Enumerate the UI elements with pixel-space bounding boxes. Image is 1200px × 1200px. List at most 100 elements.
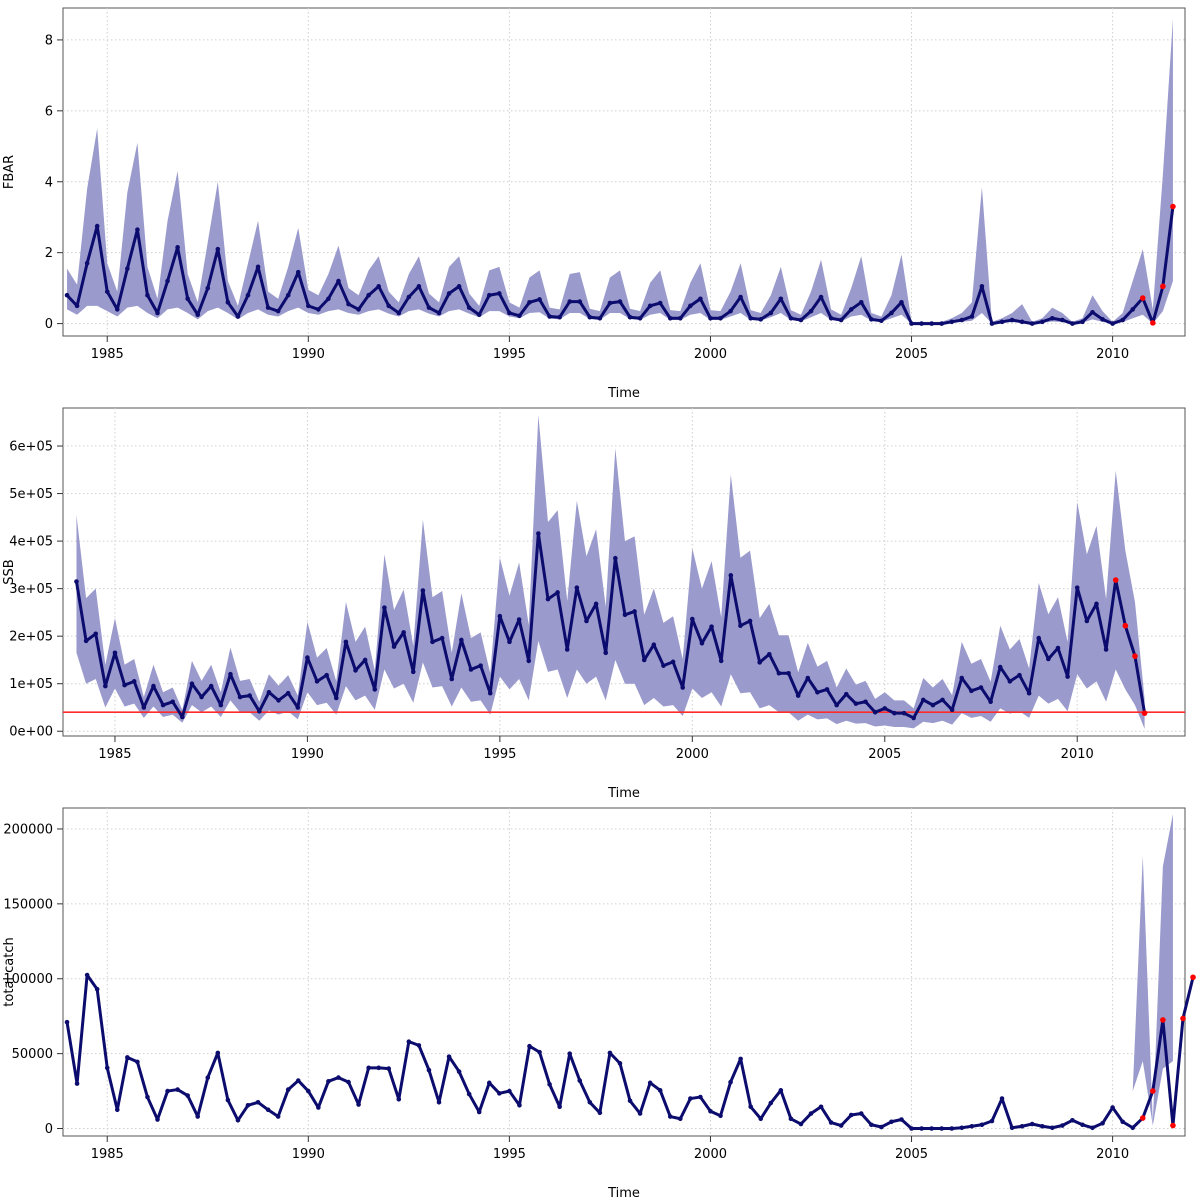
data-point-total-catch-35 xyxy=(416,1043,422,1048)
data-point-fbar-41 xyxy=(476,312,482,318)
data-point-ssb-75 xyxy=(795,693,801,698)
y-axis-label-total-catch: total catch xyxy=(2,937,17,1006)
data-point-total-catch-33 xyxy=(396,1097,402,1102)
data-point-total-catch-87 xyxy=(939,1126,944,1131)
projection-point-total-catch-111 xyxy=(1180,1015,1186,1022)
data-point-ssb-10 xyxy=(170,699,175,705)
data-point-total-catch-101 xyxy=(1080,1122,1085,1128)
data-point-ssb-40 xyxy=(459,637,464,643)
data-point-total-catch-14 xyxy=(205,1075,211,1080)
data-point-ssb-67 xyxy=(718,658,724,664)
y-axis-label-fbar: FBAR xyxy=(2,155,17,189)
data-point-total-catch-54 xyxy=(607,1050,613,1056)
points-total-catch xyxy=(64,972,1196,1131)
data-point-fbar-61 xyxy=(678,315,683,321)
data-point-ssb-55 xyxy=(603,650,609,656)
data-point-total-catch-58 xyxy=(647,1080,653,1086)
data-point-fbar-82 xyxy=(889,310,894,316)
y-tick-label-ssb-0: 0e+00 xyxy=(9,725,53,740)
data-point-total-catch-15 xyxy=(215,1050,221,1056)
data-point-total-catch-95 xyxy=(1019,1123,1025,1129)
data-point-total-catch-97 xyxy=(1039,1123,1045,1129)
projection-point-ssb-110 xyxy=(1132,653,1138,659)
data-point-total-catch-26 xyxy=(326,1079,331,1084)
data-point-total-catch-106 xyxy=(1130,1125,1136,1131)
data-point-total-catch-16 xyxy=(225,1097,231,1103)
data-point-fbar-94 xyxy=(1009,317,1015,323)
x-axis-label-fbar: Time xyxy=(607,386,640,401)
data-point-fbar-5 xyxy=(114,307,120,312)
data-point-fbar-33 xyxy=(396,310,402,316)
data-point-ssb-35 xyxy=(410,669,416,675)
projection-point-total-catch-109 xyxy=(1160,1017,1166,1023)
data-point-fbar-16 xyxy=(225,300,231,305)
x-tick-label-ssb-1: 1990 xyxy=(291,747,324,762)
data-point-total-catch-79 xyxy=(858,1111,864,1116)
data-point-ssb-62 xyxy=(670,659,676,665)
data-point-ssb-60 xyxy=(651,642,657,648)
data-point-fbar-40 xyxy=(466,305,472,310)
data-point-total-catch-77 xyxy=(838,1123,844,1128)
data-point-ssb-95 xyxy=(988,699,993,705)
data-point-total-catch-94 xyxy=(1009,1125,1015,1131)
data-point-ssb-73 xyxy=(776,670,782,676)
data-point-fbar-85 xyxy=(919,321,924,326)
data-point-ssb-4 xyxy=(112,650,118,656)
data-point-ssb-59 xyxy=(641,657,647,663)
data-point-ssb-101 xyxy=(1046,656,1051,662)
data-point-ssb-85 xyxy=(892,710,897,716)
data-point-fbar-46 xyxy=(527,300,532,305)
data-point-total-catch-28 xyxy=(346,1079,351,1085)
data-point-fbar-49 xyxy=(557,314,562,320)
data-point-ssb-22 xyxy=(285,690,291,696)
data-point-ssb-78 xyxy=(824,687,830,692)
data-point-total-catch-102 xyxy=(1090,1125,1095,1131)
data-point-fbar-91 xyxy=(979,284,985,289)
data-point-ssb-86 xyxy=(901,710,907,716)
data-point-ssb-100 xyxy=(1036,635,1042,641)
y-tick-label-fbar-4: 8 xyxy=(45,33,53,48)
y-tick-label-total-catch-0: 0 xyxy=(45,1122,53,1137)
data-point-ssb-103 xyxy=(1065,674,1070,679)
data-point-ssb-89 xyxy=(930,702,936,708)
data-point-ssb-105 xyxy=(1084,618,1090,624)
data-point-fbar-83 xyxy=(899,300,904,305)
data-point-ssb-30 xyxy=(362,657,368,663)
x-tick-label-ssb-3: 2000 xyxy=(676,747,709,762)
data-point-total-catch-4 xyxy=(104,1065,110,1071)
data-point-fbar-1 xyxy=(74,303,80,309)
x-axis-label-ssb: Time xyxy=(607,786,640,801)
y-axis-label-ssb: SSB xyxy=(2,559,17,584)
y-tick-label-fbar-3: 6 xyxy=(45,104,53,119)
data-point-total-catch-50 xyxy=(567,1051,573,1056)
data-point-fbar-90 xyxy=(969,314,975,319)
data-point-total-catch-6 xyxy=(125,1055,130,1060)
data-point-ssb-98 xyxy=(1017,672,1022,678)
plot-frame-ssb xyxy=(62,407,1186,737)
data-point-total-catch-27 xyxy=(336,1075,341,1080)
data-point-total-catch-40 xyxy=(466,1091,472,1097)
data-point-ssb-77 xyxy=(815,689,820,695)
data-point-fbar-23 xyxy=(295,269,301,275)
data-point-fbar-29 xyxy=(356,307,361,312)
data-point-total-catch-31 xyxy=(376,1065,381,1071)
data-point-ssb-5 xyxy=(122,682,127,688)
data-point-total-catch-63 xyxy=(698,1094,703,1100)
y-tick-label-ssb-4: 4e+05 xyxy=(9,535,53,550)
y-ticks-total-catch: 0 50000 100000 150000 200000 xyxy=(3,822,63,1137)
data-point-total-catch-24 xyxy=(306,1088,311,1094)
data-point-fbar-20 xyxy=(265,305,271,310)
data-point-fbar-19 xyxy=(255,264,261,270)
data-point-ssb-26 xyxy=(324,672,329,678)
data-point-ssb-69 xyxy=(738,623,743,629)
data-point-total-catch-71 xyxy=(778,1088,784,1093)
data-point-ssb-72 xyxy=(767,651,772,657)
data-point-fbar-45 xyxy=(517,313,522,319)
data-point-fbar-38 xyxy=(446,291,452,296)
data-point-total-catch-49 xyxy=(557,1104,562,1110)
data-point-total-catch-46 xyxy=(527,1043,532,1049)
data-point-fbar-22 xyxy=(285,292,291,298)
data-point-fbar-84 xyxy=(909,321,914,326)
data-point-fbar-96 xyxy=(1029,321,1035,326)
data-point-total-catch-75 xyxy=(818,1104,824,1110)
